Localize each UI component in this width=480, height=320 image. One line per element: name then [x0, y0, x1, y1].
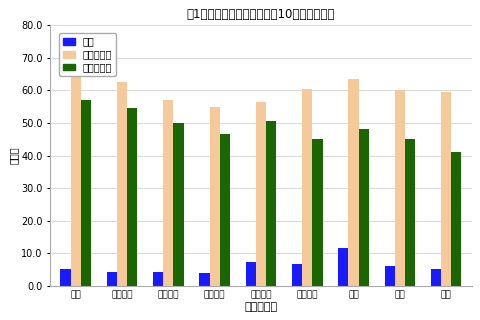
Bar	[60, 269, 71, 286]
Bar	[292, 264, 302, 286]
Bar	[71, 58, 81, 286]
Bar	[246, 262, 256, 286]
Bar	[256, 102, 266, 286]
Bar	[117, 82, 127, 286]
Bar	[312, 139, 323, 286]
Bar	[266, 121, 276, 286]
Bar	[395, 90, 405, 286]
Bar	[173, 123, 184, 286]
Title: 図1　二次保健医療圈別人句10万人対施設数: 図1 二次保健医療圈別人句10万人対施設数	[187, 8, 335, 21]
Legend: 病院, 一般診療所, 歯科診療所: 病院, 一般診療所, 歯科診療所	[60, 33, 116, 76]
Bar	[107, 272, 117, 286]
Bar	[153, 272, 163, 286]
Bar	[127, 108, 137, 286]
Bar	[81, 100, 91, 286]
Bar	[441, 92, 451, 286]
Bar	[199, 273, 210, 286]
Bar	[348, 79, 359, 286]
Bar	[384, 266, 395, 286]
Bar	[210, 107, 220, 286]
Bar	[359, 130, 369, 286]
Bar	[431, 269, 441, 286]
Bar	[302, 89, 312, 286]
Bar	[451, 152, 461, 286]
Bar	[338, 248, 348, 286]
Bar	[163, 100, 173, 286]
Bar	[220, 134, 230, 286]
X-axis label: 二次医療圈: 二次医療圈	[244, 302, 277, 312]
Y-axis label: 施設数: 施設数	[8, 147, 18, 164]
Bar	[405, 139, 415, 286]
